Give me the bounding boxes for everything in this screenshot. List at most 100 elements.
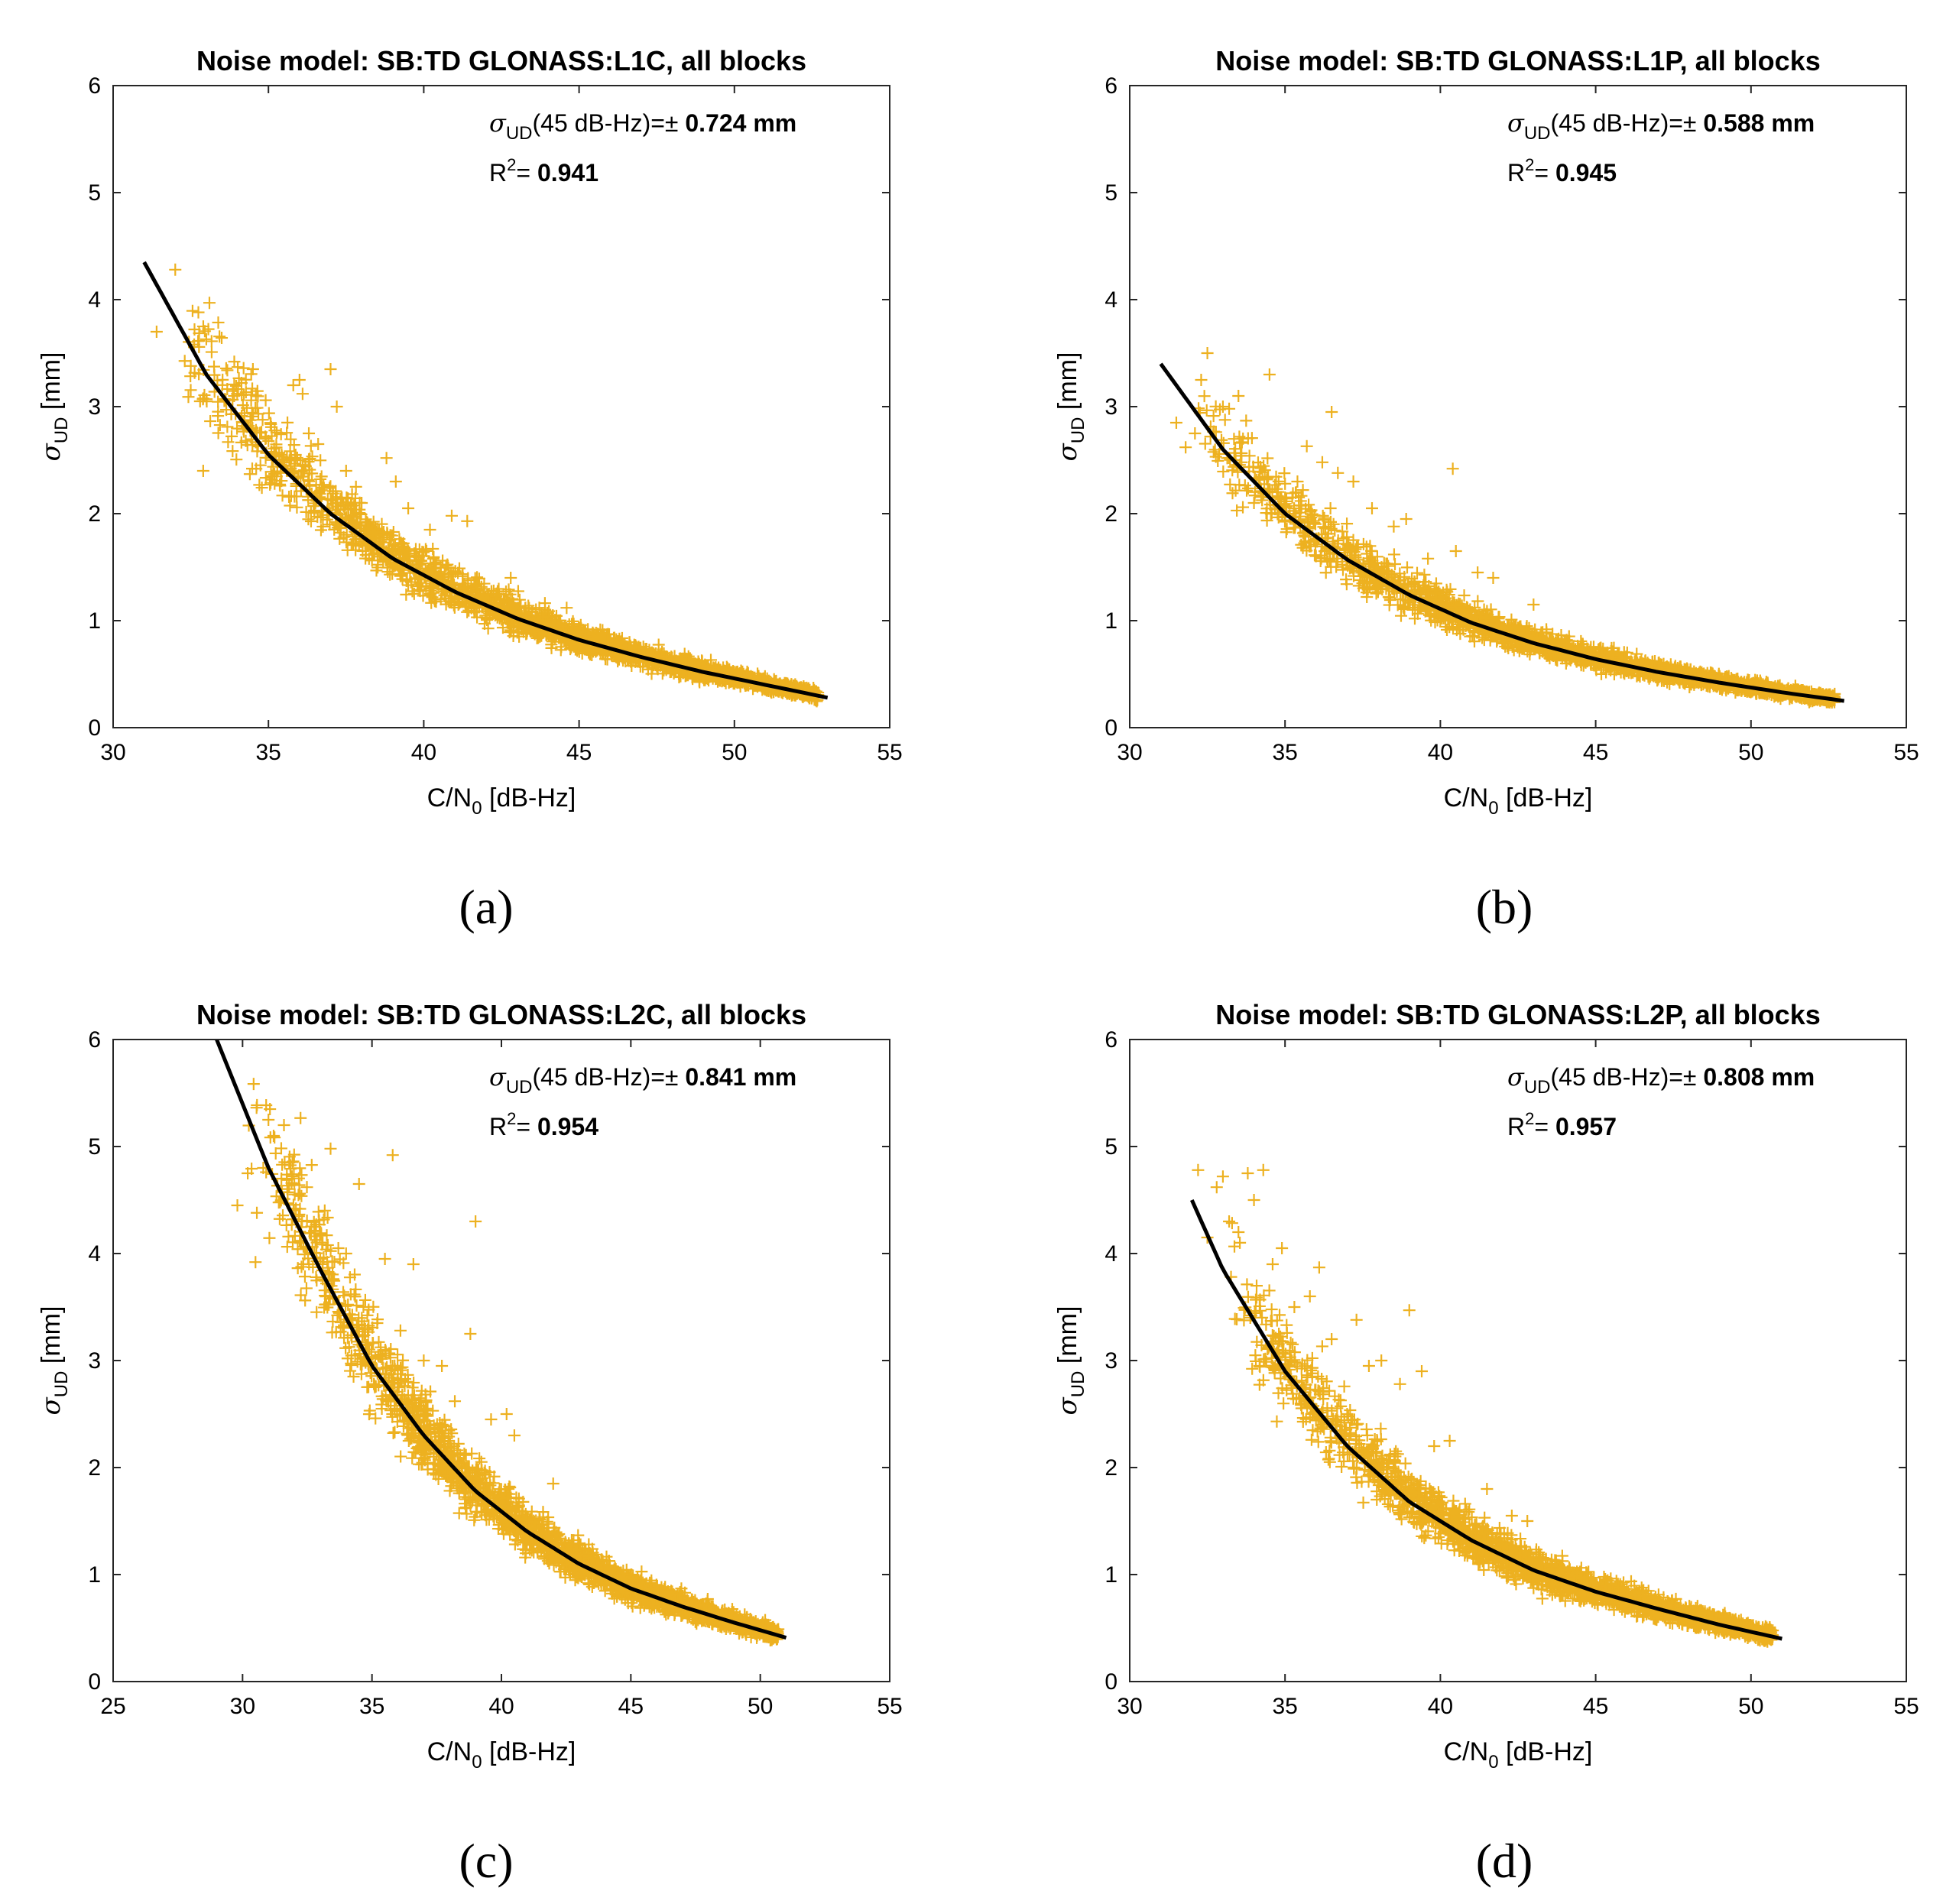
scatter-outlier xyxy=(246,363,259,375)
scatter-point xyxy=(381,566,394,579)
scatter-point xyxy=(1361,583,1374,596)
scatter-point xyxy=(1364,556,1377,569)
scatter-point xyxy=(1387,548,1400,561)
fit-curve xyxy=(142,261,829,700)
x-tick-label: 35 xyxy=(256,740,281,765)
scatter-point xyxy=(503,626,516,639)
scatter-outlier xyxy=(303,427,316,440)
scatter-point xyxy=(304,440,317,452)
y-tick-label: 1 xyxy=(88,608,101,634)
scatter-point xyxy=(268,442,281,455)
scatter-outlier xyxy=(184,359,197,372)
scatter-point xyxy=(361,522,374,535)
scatter-point xyxy=(1341,517,1354,530)
scatter-point xyxy=(232,383,245,396)
scatter-point xyxy=(1362,555,1375,568)
scatter-point xyxy=(1314,551,1327,564)
scatter-point xyxy=(251,445,264,458)
scatter-point xyxy=(573,622,586,635)
scatter-outlier xyxy=(150,326,163,338)
scatter-outlier xyxy=(249,423,262,436)
scatter-point xyxy=(193,327,206,340)
scatter-point xyxy=(220,404,233,417)
scatter-point xyxy=(428,595,441,608)
scatter-point xyxy=(367,532,380,545)
scatter-outlier xyxy=(228,355,241,368)
y-tick-label: 6 xyxy=(88,73,101,99)
scatter-point xyxy=(236,399,249,412)
x-axis-ticks: 30 35 40 45 50 55 xyxy=(100,86,903,765)
scatter-point xyxy=(339,498,352,511)
scatter-point xyxy=(1533,646,1546,659)
scatter-point xyxy=(434,592,447,605)
chart-panel-b: Noise model: SB:TD GLONASS:L1P, all bloc… xyxy=(1053,45,1919,934)
scatter-point xyxy=(1354,573,1367,586)
scatter-point xyxy=(1471,595,1484,608)
scatter-point xyxy=(1398,602,1411,615)
scatter-point xyxy=(355,508,368,521)
scatter-point xyxy=(186,304,199,317)
scatter-cloud xyxy=(142,261,829,708)
scatter-point xyxy=(526,605,539,618)
scatter-point xyxy=(513,630,526,643)
scatter-point xyxy=(453,597,465,610)
scatter-point xyxy=(1428,582,1441,595)
scatter-point xyxy=(1199,437,1212,450)
scatter-point xyxy=(222,436,235,449)
scatter-point xyxy=(264,476,277,489)
y-tick-label: 2 xyxy=(88,501,101,527)
scatter-point xyxy=(513,593,526,606)
scatter-outlier xyxy=(330,401,343,413)
scatter-point xyxy=(245,394,258,407)
scatter-point xyxy=(1401,561,1413,574)
scatter-outlier xyxy=(380,452,393,465)
scatter-point xyxy=(302,473,315,486)
scatter-point xyxy=(290,501,303,514)
scatter-point xyxy=(1278,467,1291,480)
scatter-outlier xyxy=(199,332,212,345)
scatter-point xyxy=(1529,623,1542,636)
scatter-point xyxy=(534,630,547,643)
chart-title: Noise model: SB:TD GLONASS:L1C, all bloc… xyxy=(196,45,806,76)
scatter-point xyxy=(259,394,272,407)
scatter-point xyxy=(1316,509,1329,522)
scatter-point xyxy=(212,410,225,423)
scatter-point xyxy=(424,562,437,575)
scatter-point xyxy=(184,384,197,397)
scatter-point xyxy=(452,566,465,579)
y-tick-label: 0 xyxy=(88,715,101,741)
scatter-outlier xyxy=(296,388,309,401)
scatter-point xyxy=(226,384,239,397)
scatter-point xyxy=(193,340,206,353)
scatter-point xyxy=(482,622,495,635)
scatter-point xyxy=(1198,390,1211,403)
scatter-point xyxy=(221,364,234,377)
scatter-point xyxy=(235,436,248,449)
scatter-point xyxy=(308,504,321,517)
scatter-point xyxy=(1397,602,1410,615)
scatter-point xyxy=(314,472,327,485)
scatter-point xyxy=(314,524,327,537)
scatter-point xyxy=(289,452,302,465)
scatter-point xyxy=(1357,537,1370,550)
scatter-outlier xyxy=(196,465,209,477)
scatter-point xyxy=(385,544,398,557)
scatter-point xyxy=(1237,501,1250,514)
scatter-point xyxy=(1209,450,1222,463)
scatter-point xyxy=(596,647,609,660)
scatter-point xyxy=(246,382,259,395)
scatter-point xyxy=(303,452,316,465)
scatter-point xyxy=(255,482,268,495)
scatter-point xyxy=(266,469,279,482)
scatter-point xyxy=(507,599,520,612)
scatter-point xyxy=(1440,623,1453,636)
scatter-point xyxy=(1523,621,1536,634)
scatter-point xyxy=(1361,590,1374,603)
scatter-point xyxy=(251,390,264,403)
scatter-point xyxy=(264,420,277,433)
scatter-point xyxy=(274,479,287,492)
scatter-point xyxy=(268,468,281,481)
scatter-point xyxy=(284,445,297,458)
scatter-point xyxy=(1594,667,1607,680)
